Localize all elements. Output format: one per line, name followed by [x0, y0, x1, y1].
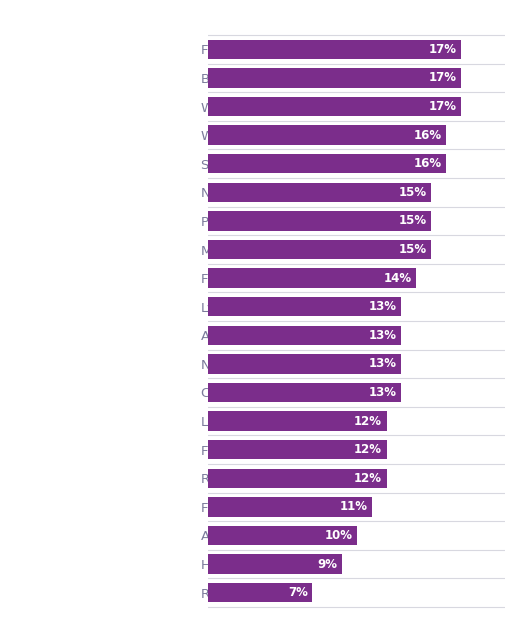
Bar — [208, 554, 342, 574]
Bar — [208, 68, 461, 88]
Text: 13%: 13% — [369, 358, 397, 370]
Bar — [208, 239, 431, 259]
Bar — [208, 182, 431, 202]
Text: 16%: 16% — [413, 128, 441, 142]
Bar — [208, 583, 313, 602]
Bar — [208, 154, 446, 173]
Bar — [208, 469, 387, 488]
Bar — [208, 412, 387, 431]
Text: 17%: 17% — [428, 43, 456, 56]
Bar — [208, 297, 402, 317]
Text: 17%: 17% — [428, 71, 456, 84]
Bar — [208, 497, 372, 517]
Bar — [208, 125, 446, 145]
Bar — [208, 354, 402, 374]
Text: 17%: 17% — [428, 100, 456, 113]
Bar — [208, 325, 402, 345]
Bar — [208, 440, 387, 460]
Text: 16%: 16% — [413, 157, 441, 170]
Text: 15%: 15% — [399, 186, 427, 199]
Text: 12%: 12% — [354, 415, 382, 428]
Bar — [208, 383, 402, 403]
Text: 13%: 13% — [369, 300, 397, 313]
Text: 9%: 9% — [318, 558, 338, 571]
Text: 14%: 14% — [383, 272, 412, 284]
Text: 15%: 15% — [399, 214, 427, 227]
Bar — [208, 268, 416, 288]
Text: 10%: 10% — [325, 529, 352, 542]
Bar — [208, 97, 461, 116]
Text: 15%: 15% — [399, 243, 427, 256]
Text: 7%: 7% — [288, 586, 308, 599]
Text: 12%: 12% — [354, 472, 382, 485]
Bar — [208, 40, 461, 59]
Text: 11%: 11% — [339, 500, 367, 514]
Bar — [208, 526, 357, 545]
Text: 13%: 13% — [369, 329, 397, 342]
Text: 13%: 13% — [369, 386, 397, 399]
Bar — [208, 211, 431, 230]
Text: 12%: 12% — [354, 443, 382, 456]
